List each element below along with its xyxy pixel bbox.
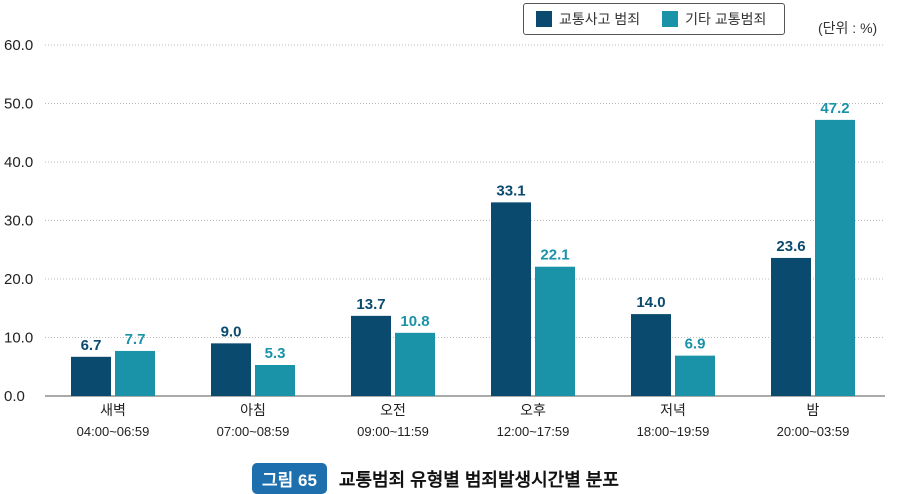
y-tick-label: 60.0: [4, 37, 33, 54]
legend-label-traffic-accident: 교통사고 범죄: [559, 11, 641, 27]
bar: [255, 364, 295, 396]
data-label: 7.7: [125, 331, 146, 348]
x-tick-label: 새벽: [100, 402, 126, 418]
figure-title: 교통범죄 유형별 범죄발생시간별 분포: [338, 469, 619, 490]
data-label: 10.8: [400, 313, 429, 330]
y-tick-label: 10.0: [4, 330, 33, 347]
bar: [815, 119, 855, 396]
y-tick-label: 50.0: [4, 96, 33, 113]
x-tick-label: 오후: [520, 402, 546, 418]
caption: 그림 65 교통범죄 유형별 범죄발생시간별 분포: [252, 463, 619, 494]
y-tick-label: 40.0: [4, 154, 33, 171]
data-label: 23.6: [776, 238, 805, 255]
data-label: 47.2: [820, 100, 849, 117]
y-tick-label: 20.0: [4, 271, 33, 288]
bar: [211, 343, 251, 396]
bar: [631, 314, 671, 396]
legend-label-other-traffic: 기타 교통범죄: [685, 11, 767, 27]
x-tick-sublabel: 20:00~03:59: [777, 424, 850, 439]
x-tick-label: 아침: [240, 402, 266, 418]
x-tick-sublabel: 09:00~11:59: [357, 424, 429, 439]
legend-swatch-other-traffic: [662, 11, 679, 27]
legend-swatch-traffic-accident: [536, 11, 552, 27]
data-label: 22.1: [540, 247, 569, 264]
data-label: 33.1: [496, 182, 525, 199]
x-tick-label: 저녁: [660, 402, 686, 418]
bar: [71, 356, 111, 396]
x-tick-sublabel: 12:00~17:59: [497, 424, 570, 439]
x-tick-sublabel: 18:00~19:59: [637, 424, 710, 439]
y-tick-label: 0.0: [4, 388, 25, 405]
legend: 교통사고 범죄 기타 교통범죄: [523, 3, 785, 35]
x-tick-label: 밤: [807, 402, 820, 418]
bar: [351, 315, 391, 396]
data-label: 5.3: [265, 345, 286, 362]
x-tick-sublabel: 07:00~08:59: [217, 424, 290, 439]
bar: [491, 202, 531, 396]
bar: [771, 257, 811, 396]
x-tick-label: 오전: [380, 402, 406, 418]
x-tick-sublabel: 04:00~06:59: [77, 424, 150, 439]
data-label: 6.7: [81, 337, 102, 354]
data-label: 9.0: [221, 323, 242, 340]
bar: [535, 266, 575, 396]
data-label: 6.9: [685, 336, 706, 353]
unit-label: (단위 : %): [818, 20, 878, 36]
figure-badge: 그림 65: [252, 463, 327, 494]
data-label: 13.7: [356, 296, 385, 313]
bar: [115, 350, 155, 396]
bar: [395, 332, 435, 396]
y-tick-label: 30.0: [4, 213, 33, 230]
data-label: 14.0: [636, 294, 665, 311]
bar: [675, 355, 715, 396]
